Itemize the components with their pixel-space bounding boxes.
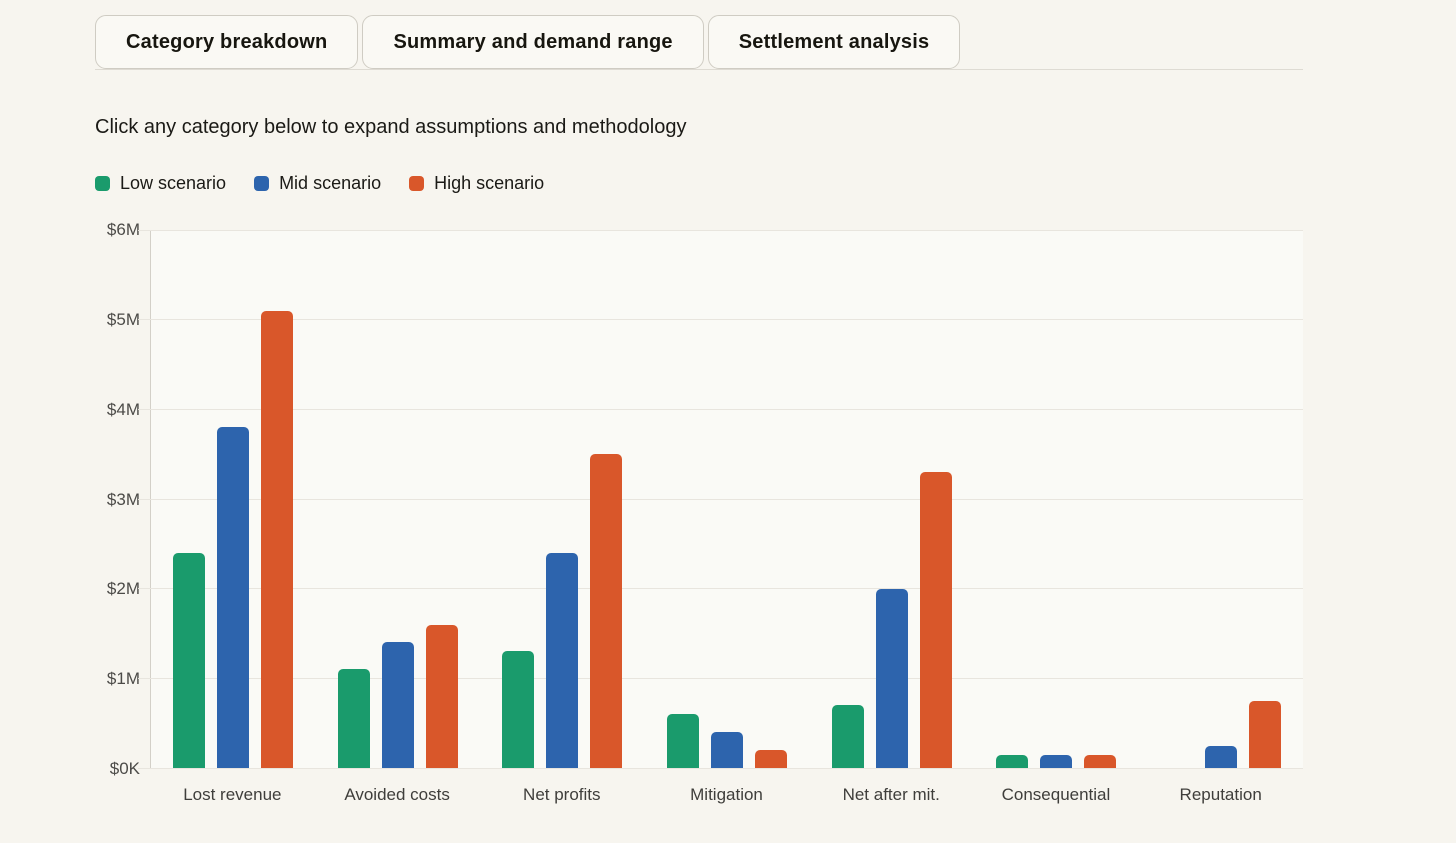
bar-group-net-after-mit — [809, 230, 974, 768]
plot-area — [138, 229, 1303, 769]
y-axis-tick-label: $5M — [106, 309, 140, 329]
bar-mid-scenario-net-profits — [546, 552, 579, 768]
bar-mid-scenario-mitigation — [711, 732, 744, 768]
bar-mid-scenario-avoided-costs — [381, 642, 414, 768]
legend-item-low-scenario: Low scenario — [95, 173, 226, 194]
gridline — [138, 498, 1303, 500]
gridline — [138, 767, 1303, 769]
gridline — [138, 588, 1303, 590]
y-axis-tick-label: $4M — [106, 399, 140, 419]
bar-high-scenario-lost-revenue — [261, 310, 294, 768]
category-label-net-after-mit[interactable]: Net after mit. — [842, 785, 940, 804]
gridline — [138, 229, 1303, 231]
bar-group-reputation — [1138, 230, 1303, 768]
bar-mid-scenario-reputation — [1204, 745, 1237, 768]
legend-item-mid-scenario: Mid scenario — [254, 173, 381, 194]
x-axis-category-labels: Lost revenue Avoided costs Net profits Miti… — [150, 785, 1303, 805]
bar-high-scenario-reputation — [1248, 700, 1281, 768]
legend-swatch-icon — [409, 176, 425, 191]
bar-low-scenario-avoided-costs — [337, 669, 370, 768]
y-axis-tick-label: $1M — [106, 669, 140, 689]
category-label-avoided-costs[interactable]: Avoided costs — [344, 785, 450, 804]
bar-group-mitigation — [645, 230, 810, 768]
legend-swatch-icon — [254, 176, 270, 191]
gridline — [138, 319, 1303, 321]
chart-legend: Low scenario Mid scenario High scenario — [95, 173, 1303, 194]
bar-group-avoided-costs — [316, 230, 481, 768]
bar-group-consequential — [974, 230, 1139, 768]
legend-label: High scenario — [434, 173, 545, 193]
y-axis-tick-label: $3M — [106, 489, 140, 509]
y-axis-tick-label: $2M — [106, 579, 140, 599]
category-label-reputation[interactable]: Reputation — [1179, 785, 1262, 804]
legend-label: Low scenario — [120, 173, 227, 193]
tab-summary-demand-range[interactable]: Summary and demand range — [362, 15, 704, 69]
category-label-consequential[interactable]: Consequential — [1001, 785, 1111, 804]
legend-item-high-scenario: High scenario — [409, 173, 544, 194]
bar-low-scenario-net-after-mit — [831, 705, 864, 768]
legend-label: Mid scenario — [279, 173, 382, 193]
gridline — [138, 408, 1303, 410]
category-label-net-profits[interactable]: Net profits — [523, 785, 601, 804]
tab-bar: Category breakdown Summary and demand ra… — [95, 0, 1303, 70]
bar-group-lost-revenue — [151, 230, 316, 768]
bar-mid-scenario-lost-revenue — [217, 427, 250, 768]
legend-swatch-icon — [95, 176, 110, 191]
bar-groups — [151, 230, 1303, 768]
bar-high-scenario-net-profits — [590, 454, 623, 768]
bar-high-scenario-avoided-costs — [425, 624, 458, 768]
bar-high-scenario-consequential — [1084, 754, 1117, 768]
y-axis: $0K $1M $2M $3M $4M $5M $6M — [95, 220, 150, 778]
bar-low-scenario-consequential — [996, 754, 1029, 768]
y-axis-tick-label: $0K — [109, 759, 140, 778]
bar-low-scenario-lost-revenue — [173, 552, 206, 768]
tab-settlement-analysis[interactable]: Settlement analysis — [707, 15, 961, 69]
bar-high-scenario-net-after-mit — [919, 472, 952, 768]
category-label-mitigation[interactable]: Mitigation — [690, 785, 763, 804]
page-content: Category breakdown Summary and demand ra… — [95, 0, 1303, 805]
gridline — [138, 677, 1303, 679]
bar-group-net-profits — [480, 230, 645, 768]
tab-category-breakdown[interactable]: Category breakdown — [95, 15, 359, 69]
bar-chart: $0K $1M $2M $3M $4M $5M $6M — [95, 220, 1303, 778]
bar-mid-scenario-net-after-mit — [875, 588, 908, 768]
bar-low-scenario-mitigation — [667, 714, 700, 768]
bar-mid-scenario-consequential — [1040, 754, 1073, 768]
bar-high-scenario-mitigation — [755, 750, 788, 768]
bar-low-scenario-net-profits — [502, 651, 535, 768]
category-label-lost-revenue[interactable]: Lost revenue — [183, 785, 282, 804]
y-axis-tick-label: $6M — [106, 220, 140, 239]
chart-instruction-text: Click any category below to expand assum… — [95, 116, 687, 138]
